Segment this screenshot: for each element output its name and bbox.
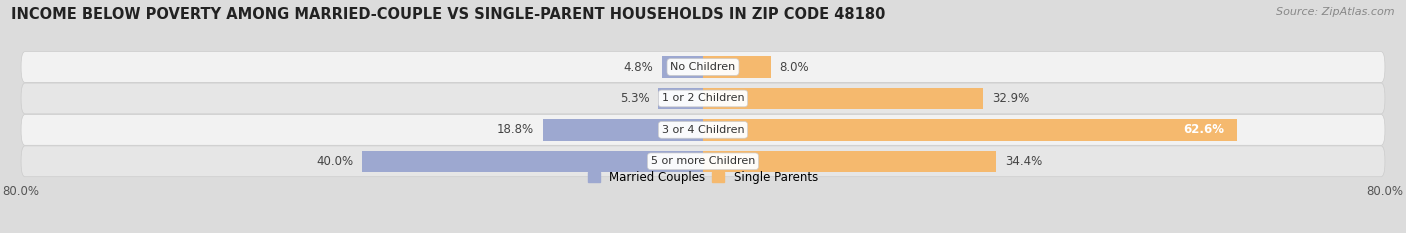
FancyBboxPatch shape bbox=[21, 146, 1385, 177]
Text: Source: ZipAtlas.com: Source: ZipAtlas.com bbox=[1277, 7, 1395, 17]
Bar bbox=[703, 56, 772, 78]
Bar bbox=[658, 88, 703, 109]
Text: 4.8%: 4.8% bbox=[624, 61, 654, 74]
FancyBboxPatch shape bbox=[21, 83, 1385, 114]
Bar bbox=[662, 56, 703, 78]
Bar bbox=[703, 151, 997, 172]
Text: 40.0%: 40.0% bbox=[316, 155, 353, 168]
Text: 32.9%: 32.9% bbox=[993, 92, 1029, 105]
Text: INCOME BELOW POVERTY AMONG MARRIED-COUPLE VS SINGLE-PARENT HOUSEHOLDS IN ZIP COD: INCOME BELOW POVERTY AMONG MARRIED-COUPL… bbox=[11, 7, 886, 22]
Text: 5.3%: 5.3% bbox=[620, 92, 650, 105]
FancyBboxPatch shape bbox=[21, 52, 1385, 82]
Text: 8.0%: 8.0% bbox=[780, 61, 810, 74]
Text: No Children: No Children bbox=[671, 62, 735, 72]
Bar bbox=[703, 88, 983, 109]
Text: 3 or 4 Children: 3 or 4 Children bbox=[662, 125, 744, 135]
Bar bbox=[703, 119, 1237, 140]
Bar bbox=[363, 151, 703, 172]
Text: 18.8%: 18.8% bbox=[498, 123, 534, 136]
Bar bbox=[543, 119, 703, 140]
Legend: Married Couples, Single Parents: Married Couples, Single Parents bbox=[586, 169, 820, 187]
Text: 1 or 2 Children: 1 or 2 Children bbox=[662, 93, 744, 103]
Text: 5 or more Children: 5 or more Children bbox=[651, 156, 755, 166]
FancyBboxPatch shape bbox=[21, 114, 1385, 145]
Text: 62.6%: 62.6% bbox=[1182, 123, 1223, 136]
Text: 34.4%: 34.4% bbox=[1005, 155, 1042, 168]
